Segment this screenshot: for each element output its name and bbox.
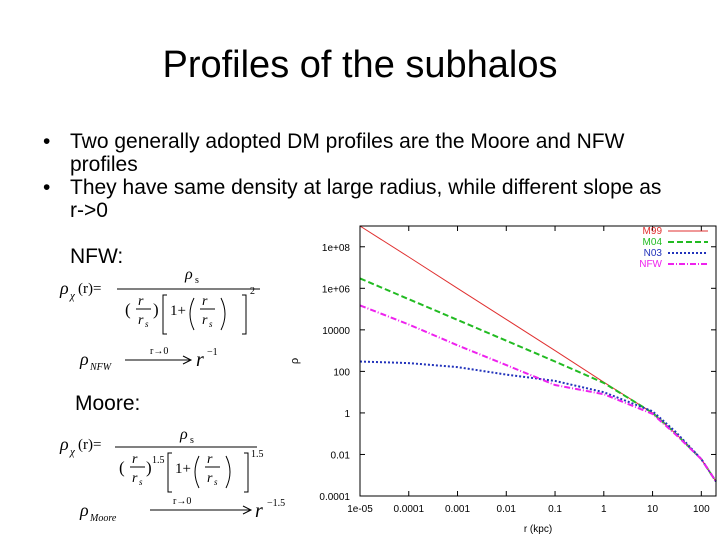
exponent: 1.5 [152, 455, 165, 466]
y-axis-label: ρ [290, 358, 301, 364]
exponent: −1 [207, 347, 218, 358]
rs-symbol: r [207, 471, 213, 486]
x-axis-label: r (kpc) [524, 524, 552, 535]
rho-s-symbol: ρ [184, 266, 193, 283]
y-tick-label: 100 [333, 367, 350, 378]
density-profile-chart: 1e-05 0.0001 0.001 0.01 0.1 1 10 1000.00010.011… [290, 225, 717, 535]
close-bracket [242, 294, 247, 335]
x-tick-label: 0.1 [548, 504, 562, 515]
close-bracket [244, 452, 249, 493]
open-bracket [167, 452, 172, 493]
close-paren: ) [146, 458, 152, 477]
of-r: (r)= [78, 437, 101, 453]
r-symbol: r [202, 294, 208, 309]
exponent: −1.5 [267, 498, 285, 509]
y-tick-label: 1e+06 [322, 284, 351, 295]
close-paren: ) [153, 300, 159, 319]
x-tick-label: 100 [693, 504, 710, 515]
slide-title: Profiles of the subhalos [162, 44, 558, 86]
series-line-m04 [359, 277, 717, 483]
y-tick-label: 0.01 [331, 450, 351, 461]
x-tick-label: 0.0001 [393, 504, 424, 515]
s-subscript: s [195, 275, 199, 286]
open-paren: ( [119, 458, 125, 477]
limit-label: r→0 [173, 496, 191, 507]
r-power: r [255, 500, 263, 522]
arrow-head [182, 355, 193, 365]
one-plus: 1+ [170, 303, 186, 319]
x-tick-label: 1e-05 [347, 504, 373, 515]
rs-subscript: s [145, 319, 149, 329]
legend-label: M04 [643, 237, 663, 248]
bullet-list: Two generally adopted DM profiles are th… [40, 130, 680, 222]
y-tick-label: 1e+08 [322, 243, 351, 254]
rho-symbol: ρ [59, 434, 69, 454]
nfw-label: NFW: [70, 245, 124, 268]
x-tick-label: 10 [647, 504, 659, 515]
x-tick-label: 0.01 [497, 504, 517, 515]
rs-symbol: r [132, 471, 138, 486]
r-symbol: r [207, 452, 213, 467]
close-paren-large [225, 455, 231, 489]
series-line-nfw [359, 304, 717, 483]
rs-symbol: r [138, 313, 144, 328]
rho-symbol: ρ [59, 278, 69, 298]
rs-subscript: s [209, 319, 213, 329]
series-line-n03 [359, 360, 717, 483]
legend-label: NFW [639, 259, 662, 270]
bullet-item: They have same density at large radius, … [40, 176, 680, 222]
r-symbol: r [132, 452, 138, 467]
plot-frame [359, 225, 717, 497]
arrow-head [242, 505, 253, 515]
bullet-item: Two generally adopted DM profiles are th… [40, 130, 680, 176]
moore-subscript: Moore [89, 513, 117, 524]
r-symbol: r [138, 294, 144, 309]
open-bracket [162, 294, 167, 335]
open-paren-large [194, 455, 200, 489]
legend-label: N03 [644, 248, 663, 259]
chi-subscript: χ [69, 446, 76, 458]
limit-label: r→0 [150, 346, 168, 357]
close-paren-large [220, 297, 226, 331]
rho-s-symbol: ρ [179, 426, 188, 443]
one-plus: 1+ [175, 461, 191, 477]
r-power: r [196, 349, 204, 371]
y-tick-label: 10000 [322, 326, 350, 337]
y-tick-label: 1 [344, 409, 350, 420]
open-paren: ( [125, 300, 131, 319]
moore-formula: ρ χ (r)= ρ s ( r r s ) 1.5 1+ r r s 1.5 … [59, 426, 285, 524]
of-r: (r)= [78, 281, 101, 297]
s-subscript: s [190, 435, 194, 446]
chi-subscript: χ [69, 290, 76, 302]
rs-symbol: r [202, 313, 208, 328]
moore-label: Moore: [75, 392, 141, 415]
rs-subscript: s [214, 477, 218, 487]
legend-label: M99 [643, 226, 663, 237]
rho-moore-symbol: ρ [79, 500, 89, 520]
rho-nfw-symbol: ρ [79, 349, 89, 369]
y-tick-label: 0.0001 [319, 492, 350, 503]
x-tick-label: 1 [601, 504, 607, 515]
nfw-subscript: NFW [89, 362, 113, 373]
rs-subscript: s [139, 477, 143, 487]
exponent: 1.5 [251, 449, 264, 460]
exponent: 2 [250, 286, 255, 297]
open-paren-large [189, 297, 195, 331]
nfw-formula: ρ χ (r)= ρ s ( r r s ) 1+ r r s 2 ρ NFW … [59, 266, 260, 373]
x-tick-label: 0.001 [445, 504, 470, 515]
